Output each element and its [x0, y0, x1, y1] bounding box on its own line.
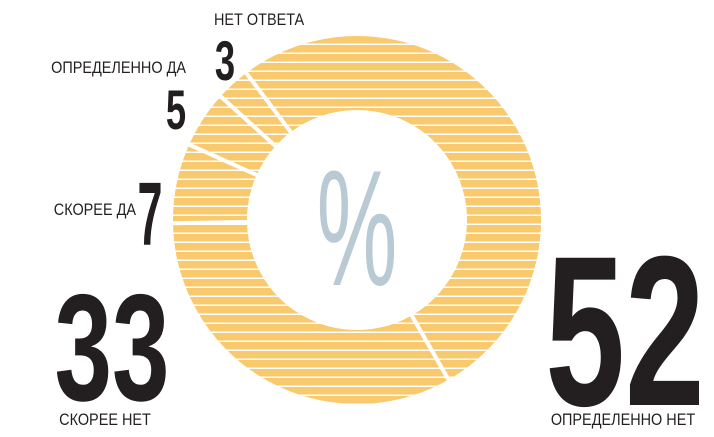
category-label: СКОРЕЕ НЕТ [59, 411, 151, 429]
value-label: 3 [215, 30, 235, 93]
category-label: ОПРЕДЕЛЕННО ДА [51, 59, 186, 77]
category-label: СКОРЕЕ ДА [54, 201, 137, 219]
category-label: НЕТ ОТВЕТА [214, 11, 305, 29]
value-label: 5 [166, 79, 186, 142]
donut-segment [216, 68, 295, 151]
value-label: 52 [545, 211, 704, 437]
category-label: ОПРЕДЕЛЕННО НЕТ [551, 411, 696, 429]
donut-segment [242, 32, 545, 385]
value-label: 33 [55, 262, 170, 433]
donut-segment [168, 219, 453, 408]
center-label: % [317, 136, 398, 321]
value-label: 7 [137, 165, 162, 265]
